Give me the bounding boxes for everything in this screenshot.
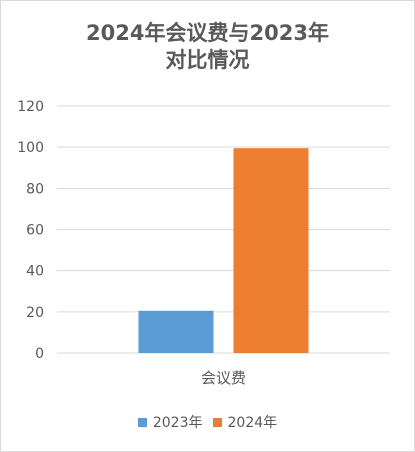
y-tick-label-80: 80: [26, 181, 44, 197]
chart-legend: 2023年 2024年: [0, 412, 415, 432]
y-tick-label-0: 0: [35, 346, 44, 362]
legend-item-2023: 2023年: [137, 412, 203, 432]
bar-2023年-会议费: [138, 310, 214, 353]
y-tick-label-20: 20: [26, 305, 44, 321]
legend-label-2024: 2024年: [227, 415, 278, 431]
y-tick-label-60: 60: [26, 223, 44, 239]
legend-item-2024: 2024年: [212, 412, 278, 432]
legend-swatch-2024: [212, 417, 222, 427]
chart-title-line-2: 对比情况: [165, 48, 250, 72]
y-tick-label-120: 120: [17, 99, 44, 115]
y-tick-label-100: 100: [17, 140, 44, 156]
chart-title-line-1: 2024年会议费与2023年: [86, 21, 329, 45]
y-tick-label-40: 40: [26, 264, 44, 280]
bar-2024年-会议费: [233, 148, 309, 353]
legend-label-2023: 2023年: [152, 415, 203, 431]
x-category-label: 会议费: [201, 369, 246, 387]
legend-swatch-2023: [137, 417, 147, 427]
